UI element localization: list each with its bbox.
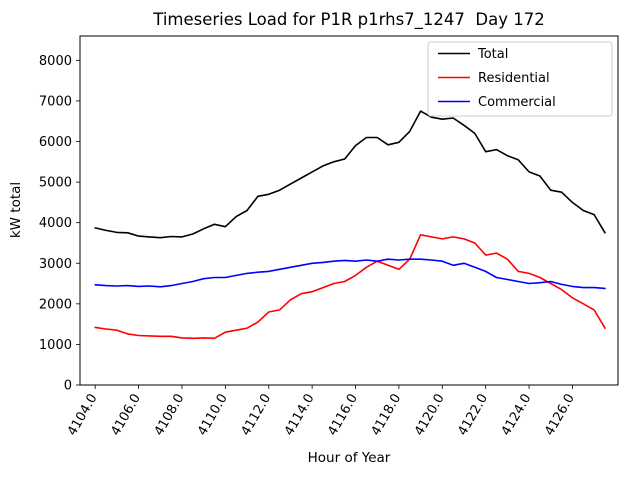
- line-residential: [94, 234, 606, 340]
- y-tick-label: 0: [64, 379, 72, 394]
- x-tick-label: 4104.0: [65, 392, 101, 439]
- line-commercial: [94, 258, 606, 290]
- legend-label-commercial: Commercial: [478, 95, 556, 110]
- axes-frame: [79, 35, 619, 386]
- y-tick-label: 3000: [39, 257, 72, 272]
- y-tick-label: 2000: [39, 297, 72, 312]
- x-tick-label: 4116.0: [325, 392, 361, 439]
- x-axis-label: Hour of Year: [308, 450, 391, 466]
- y-tick-label: 1000: [39, 338, 72, 353]
- legend: Total Residential Commercial: [427, 41, 613, 117]
- x-tick-label: 4114.0: [282, 392, 318, 439]
- legend-label-residential: Residential: [478, 71, 550, 86]
- x-tick-label: 4108.0: [152, 392, 188, 439]
- x-tick-label: 4122.0: [455, 391, 491, 438]
- y-axis-label: kW total: [8, 182, 24, 238]
- legend-label-total: Total: [477, 47, 508, 62]
- legend-box: [427, 41, 613, 117]
- y-tick-label: 7000: [39, 94, 72, 109]
- chart-title: Timeseries Load for P1R p1rhs7_1247 Day …: [152, 10, 544, 30]
- x-tick-label: 4120.0: [412, 392, 448, 439]
- x-tick-label: 4110.0: [195, 392, 231, 439]
- line-total: [94, 110, 606, 239]
- x-tick-label: 4112.0: [238, 392, 274, 439]
- y-tick-label: 6000: [39, 135, 72, 150]
- x-tick-label: 4124.0: [499, 392, 535, 439]
- y-tick-label: 5000: [39, 176, 72, 191]
- plot-area: 4104.0 4106.0 4108.0 4110.0 4112.0 4114.0 4116…: [39, 35, 619, 439]
- x-tick-label: 4126.0: [542, 392, 578, 439]
- x-tick-label: 4118.0: [369, 392, 405, 439]
- y-tick-label: 4000: [39, 216, 72, 231]
- y-tick-label: 8000: [39, 54, 72, 69]
- x-tick-label: 4106.0: [108, 392, 144, 439]
